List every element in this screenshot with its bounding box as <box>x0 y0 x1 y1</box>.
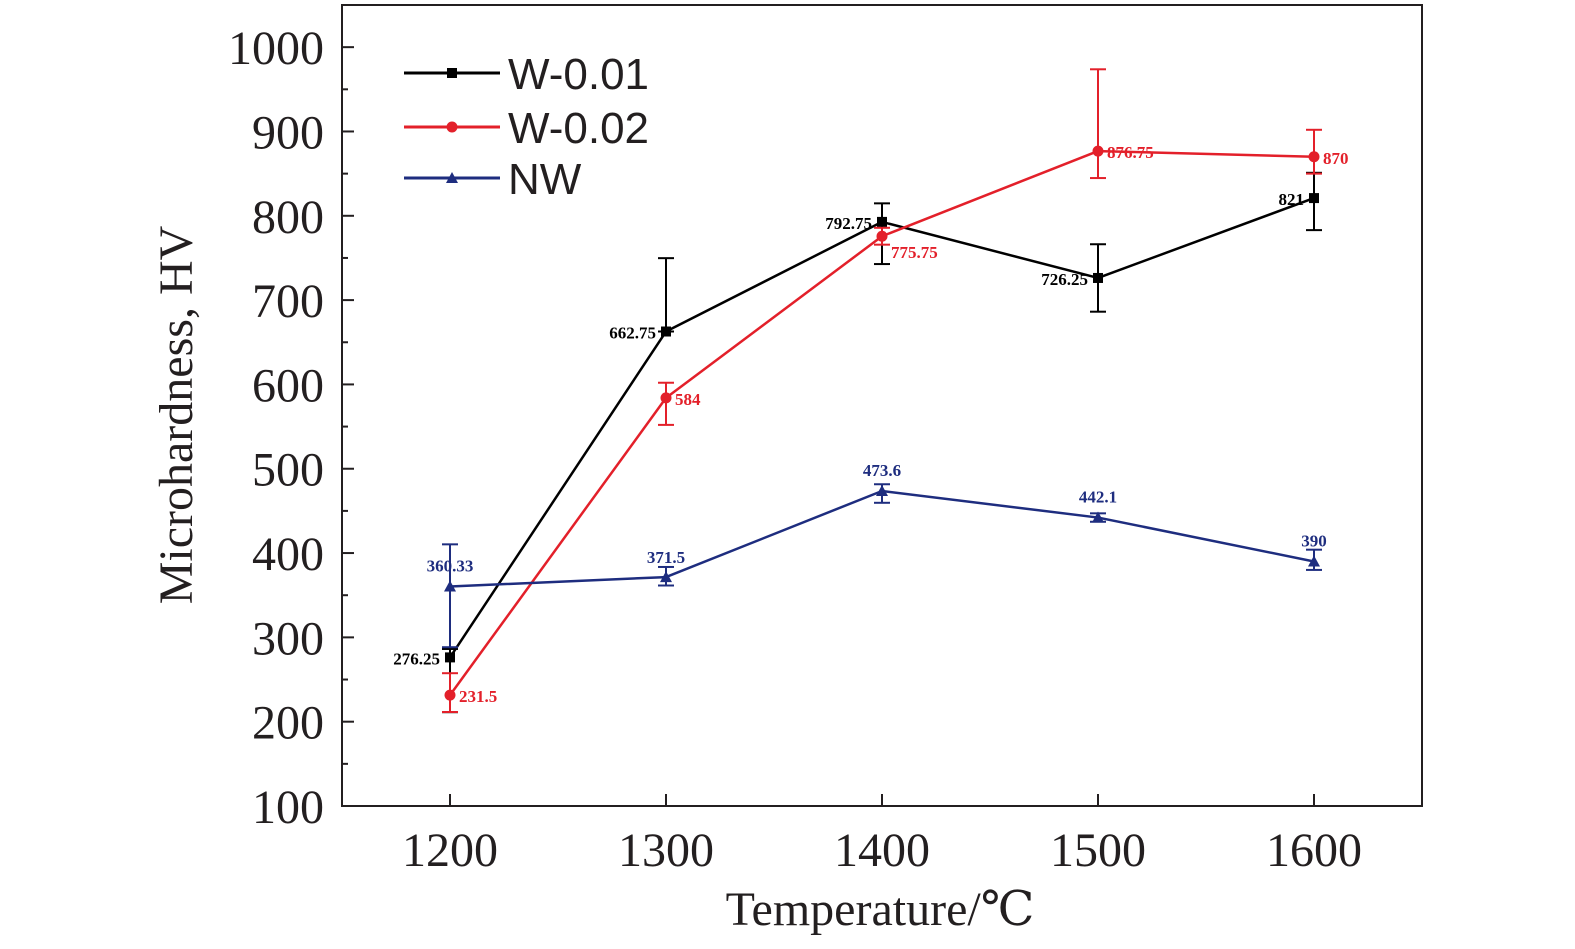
y-tick-label: 1000 <box>228 22 324 75</box>
data-label-w-0-01: 821 <box>1279 190 1305 209</box>
x-tick-label: 1200 <box>402 824 498 877</box>
data-point-w-0-02 <box>660 392 672 404</box>
data-label-w-0-01: 276.25 <box>393 649 440 668</box>
data-labels: 276.25 662.75 792.75 726.25 821 231.5 584 775.7… <box>393 143 1348 706</box>
y-axis-title: Microhardness, HV <box>150 225 203 604</box>
y-tick-label: 400 <box>252 528 324 581</box>
data-label-nw: 371.5 <box>647 548 685 567</box>
data-label-w-0-02: 870 <box>1323 149 1349 168</box>
series-line-nw <box>449 489 1315 588</box>
data-label-nw: 390 <box>1301 531 1327 550</box>
y-tick-label: 300 <box>252 612 324 665</box>
legend-marker-w-0-01 <box>447 68 457 78</box>
x-tick-label: 1500 <box>1050 824 1146 877</box>
data-label-w-0-01: 662.75 <box>609 324 656 343</box>
y-tick-label: 900 <box>252 106 324 159</box>
x-tick-label: 1600 <box>1266 824 1362 877</box>
axes: 100 200 300 400 500 600 700 800 900 1000 1200 1300 1… <box>228 4 1423 877</box>
data-point-nw <box>1092 511 1104 523</box>
data-label-w-0-02: 584 <box>675 390 701 409</box>
series-line-w-0-01 <box>448 196 1315 659</box>
data-point-nw <box>876 484 888 496</box>
y-tick-label: 700 <box>252 275 324 328</box>
data-label-w-0-02: 231.5 <box>459 687 497 706</box>
y-tick-label: 100 <box>252 781 324 834</box>
data-point-w-0-02 <box>876 230 888 242</box>
legend-marker-w-0-02 <box>446 121 458 133</box>
data-point-w-0-01 <box>877 216 887 227</box>
data-label-w-0-01: 792.75 <box>825 214 872 233</box>
y-tick-label: 200 <box>252 697 324 750</box>
data-point-w-0-02 <box>444 689 456 701</box>
y-tick-label: 600 <box>252 359 324 412</box>
x-axis-title: Temperature/℃ <box>726 883 1035 936</box>
data-point-nw <box>1308 555 1320 567</box>
data-label-nw: 360.33 <box>427 557 474 576</box>
legend-label-w-0-02: W-0.02 <box>508 104 649 153</box>
data-label-nw: 442.1 <box>1079 488 1117 507</box>
legend-label-nw: NW <box>508 155 582 204</box>
data-label-w-0-02: 876.75 <box>1107 143 1154 162</box>
data-point-w-0-02 <box>1308 151 1320 163</box>
data-point-w-0-01 <box>1309 193 1319 204</box>
data-point-w-0-01 <box>661 326 671 337</box>
y-tick-label: 800 <box>252 191 324 244</box>
data-point-w-0-02 <box>1092 145 1104 157</box>
y-tick-label: 500 <box>252 444 324 497</box>
x-tick-label: 1400 <box>834 824 930 877</box>
data-point-w-0-01 <box>1093 272 1103 283</box>
plot-frame <box>341 4 1423 807</box>
data-label-w-0-01: 726.25 <box>1041 270 1088 289</box>
data-point-w-0-01 <box>445 652 455 663</box>
series-lines <box>442 68 1322 714</box>
data-label-nw: 473.6 <box>863 461 901 480</box>
data-point-nw <box>444 580 456 592</box>
x-tick-label: 1300 <box>618 824 714 877</box>
data-label-w-0-02: 775.75 <box>891 243 938 262</box>
legend-marker-nw <box>446 172 458 183</box>
legend-label-w-0-01: W-0.01 <box>508 50 649 99</box>
data-point-nw <box>660 571 672 583</box>
